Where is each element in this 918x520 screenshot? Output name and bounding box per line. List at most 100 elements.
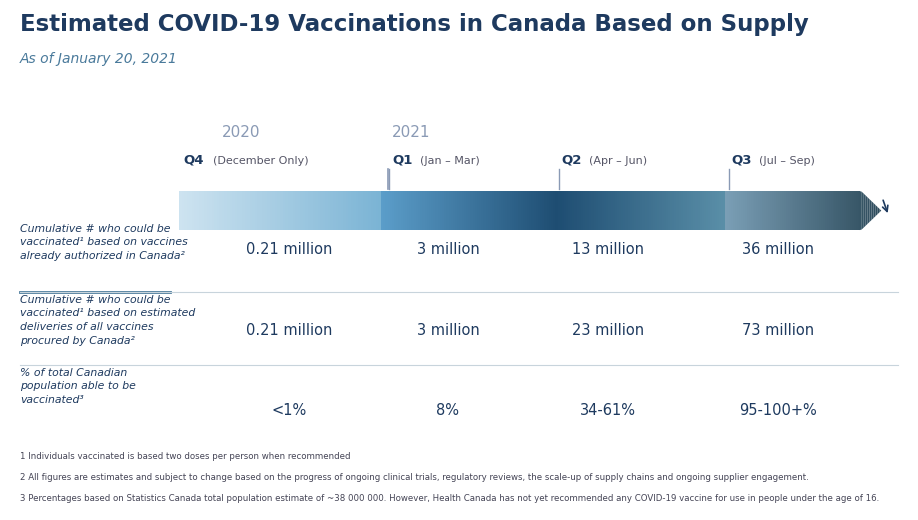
Polygon shape: [330, 191, 333, 230]
Polygon shape: [536, 191, 538, 230]
Polygon shape: [386, 191, 387, 230]
Polygon shape: [466, 191, 468, 230]
Text: (Apr – Jun): (Apr – Jun): [589, 157, 647, 166]
Polygon shape: [509, 191, 512, 230]
Polygon shape: [646, 191, 649, 230]
Polygon shape: [581, 191, 583, 230]
Polygon shape: [242, 191, 245, 230]
Polygon shape: [318, 191, 320, 230]
Polygon shape: [831, 191, 833, 230]
Polygon shape: [868, 198, 869, 224]
Polygon shape: [717, 191, 719, 230]
Polygon shape: [564, 191, 566, 230]
Polygon shape: [522, 191, 525, 230]
Polygon shape: [866, 196, 868, 226]
Polygon shape: [277, 191, 280, 230]
Polygon shape: [422, 191, 424, 230]
Polygon shape: [323, 191, 326, 230]
Polygon shape: [612, 191, 615, 230]
Polygon shape: [403, 191, 405, 230]
Polygon shape: [222, 191, 225, 230]
Polygon shape: [778, 191, 780, 230]
Polygon shape: [702, 191, 704, 230]
Polygon shape: [731, 191, 733, 230]
Polygon shape: [879, 209, 881, 213]
Text: Cumulative # who could be
vaccinated¹ based on estimated
deliveries of all vacci: Cumulative # who could be vaccinated¹ ba…: [20, 295, 196, 346]
Polygon shape: [655, 191, 657, 230]
Polygon shape: [570, 191, 573, 230]
Polygon shape: [685, 191, 687, 230]
Polygon shape: [230, 191, 232, 230]
Polygon shape: [657, 191, 659, 230]
Polygon shape: [664, 191, 666, 230]
Text: 0.21 million: 0.21 million: [246, 323, 332, 337]
Polygon shape: [711, 191, 712, 230]
Polygon shape: [643, 191, 644, 230]
Polygon shape: [296, 191, 297, 230]
Polygon shape: [459, 191, 462, 230]
Polygon shape: [196, 191, 199, 230]
Polygon shape: [774, 191, 776, 230]
Text: <1%: <1%: [272, 404, 307, 418]
Polygon shape: [285, 191, 287, 230]
Polygon shape: [470, 191, 473, 230]
Polygon shape: [856, 191, 858, 230]
Text: % of total Canadian
population able to be
vaccinated³: % of total Canadian population able to b…: [20, 368, 136, 405]
Polygon shape: [212, 191, 215, 230]
Polygon shape: [641, 191, 643, 230]
Polygon shape: [817, 191, 819, 230]
Polygon shape: [687, 191, 689, 230]
Polygon shape: [638, 191, 641, 230]
Polygon shape: [706, 191, 709, 230]
Polygon shape: [675, 191, 677, 230]
Polygon shape: [408, 191, 409, 230]
Polygon shape: [807, 191, 809, 230]
Polygon shape: [636, 191, 638, 230]
Polygon shape: [668, 191, 670, 230]
Polygon shape: [525, 191, 527, 230]
Polygon shape: [704, 191, 706, 230]
Polygon shape: [431, 191, 433, 230]
Polygon shape: [566, 191, 568, 230]
Polygon shape: [287, 191, 290, 230]
Text: 3 million: 3 million: [417, 323, 479, 337]
Polygon shape: [739, 191, 741, 230]
Polygon shape: [821, 191, 823, 230]
Text: (Jan – Mar): (Jan – Mar): [420, 157, 479, 166]
Polygon shape: [729, 191, 731, 230]
Polygon shape: [723, 191, 725, 230]
Polygon shape: [529, 191, 532, 230]
Polygon shape: [628, 191, 630, 230]
Polygon shape: [252, 191, 255, 230]
Polygon shape: [803, 191, 805, 230]
Polygon shape: [438, 191, 440, 230]
Polygon shape: [501, 191, 503, 230]
Polygon shape: [578, 191, 581, 230]
Polygon shape: [348, 191, 351, 230]
Polygon shape: [468, 191, 470, 230]
Polygon shape: [368, 191, 371, 230]
Polygon shape: [310, 191, 313, 230]
Polygon shape: [560, 191, 562, 230]
Polygon shape: [644, 191, 646, 230]
Polygon shape: [280, 191, 283, 230]
Polygon shape: [749, 191, 751, 230]
Polygon shape: [557, 191, 560, 230]
Polygon shape: [600, 191, 602, 230]
Polygon shape: [700, 191, 702, 230]
Polygon shape: [519, 191, 521, 230]
Polygon shape: [860, 191, 862, 230]
Polygon shape: [297, 191, 300, 230]
Polygon shape: [336, 191, 338, 230]
Polygon shape: [834, 191, 836, 230]
Polygon shape: [876, 205, 878, 216]
Polygon shape: [351, 191, 353, 230]
Polygon shape: [680, 191, 683, 230]
Polygon shape: [784, 191, 786, 230]
Polygon shape: [389, 191, 392, 230]
Polygon shape: [659, 191, 662, 230]
Polygon shape: [544, 191, 546, 230]
Polygon shape: [793, 191, 795, 230]
Polygon shape: [184, 191, 186, 230]
Polygon shape: [486, 191, 487, 230]
